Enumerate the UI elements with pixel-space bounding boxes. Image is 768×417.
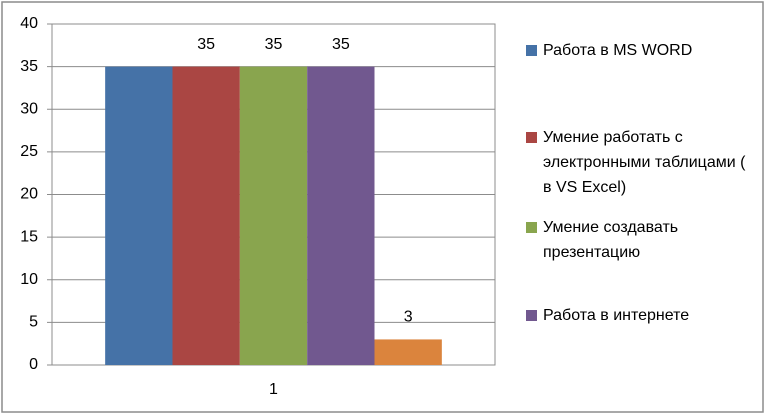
data-label: 35: [332, 36, 350, 53]
legend-entry: Работа в интернете: [526, 303, 751, 328]
legend-swatch: [526, 45, 537, 56]
legend-entry: Умение создавать презентацию: [526, 215, 751, 265]
legend-label: Умение работать с электронными таблицами…: [543, 129, 746, 196]
y-tick-label: 20: [20, 186, 38, 203]
y-tick-label: 40: [20, 15, 38, 32]
y-tick-label: 30: [20, 100, 38, 117]
legend-entry: Умение работать с электронными таблицами…: [526, 125, 751, 200]
bar: [374, 339, 442, 365]
data-label: 3: [404, 309, 413, 326]
data-label: 35: [265, 36, 283, 53]
legend-entry: Работа в MS WORD: [526, 38, 751, 63]
x-tick-label: 1: [269, 381, 278, 398]
legend-swatch: [526, 310, 537, 321]
legend-label: Работа в MS WORD: [543, 42, 693, 59]
bar: [307, 66, 375, 365]
legend-label: Умение создавать презентацию: [543, 219, 679, 261]
bar: [172, 66, 240, 365]
y-tick-label: 5: [29, 314, 38, 331]
y-tick-label: 10: [20, 271, 38, 288]
legend-swatch: [526, 132, 537, 143]
data-label: 35: [197, 36, 215, 53]
bar: [239, 66, 308, 365]
legend-label: Работа в интернете: [543, 307, 690, 324]
y-tick-label: 0: [29, 356, 38, 373]
y-tick-label: 35: [20, 58, 38, 75]
bar: [105, 66, 173, 365]
legend-swatch: [526, 222, 537, 233]
y-tick-label: 15: [20, 228, 38, 245]
y-tick-label: 25: [20, 143, 38, 160]
